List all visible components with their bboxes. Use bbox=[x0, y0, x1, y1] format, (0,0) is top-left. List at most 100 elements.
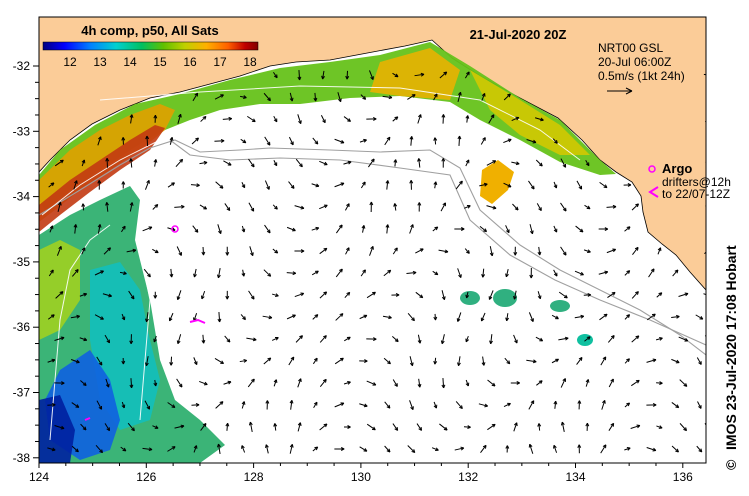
current-arrow bbox=[392, 423, 399, 431]
current-arrow bbox=[80, 423, 87, 431]
current-arrow bbox=[367, 158, 375, 168]
current-arrow bbox=[528, 400, 535, 410]
sst-eddy-yellow bbox=[480, 160, 514, 204]
current-arrow bbox=[248, 421, 253, 433]
current-arrow bbox=[73, 180, 78, 190]
current-arrow bbox=[241, 445, 246, 453]
current-arrow bbox=[265, 400, 270, 410]
current-arrow bbox=[127, 422, 135, 432]
current-arrow bbox=[97, 180, 102, 190]
current-arrow bbox=[478, 403, 489, 408]
current-arrow bbox=[297, 70, 302, 81]
current-arrow bbox=[273, 115, 278, 123]
current-arrow bbox=[271, 336, 279, 341]
current-arrow bbox=[696, 357, 702, 365]
y-tick-label: -35 bbox=[13, 255, 31, 269]
current-arrow bbox=[464, 205, 471, 209]
current-arrow bbox=[574, 270, 584, 276]
current-arrow bbox=[319, 160, 328, 166]
current-arrow bbox=[199, 380, 208, 386]
current-arrow bbox=[169, 136, 174, 145]
current-arrow bbox=[481, 268, 486, 278]
current-arrow bbox=[505, 269, 509, 278]
current-arrow bbox=[73, 224, 78, 234]
current-arrow bbox=[70, 359, 80, 364]
current-arrow bbox=[513, 334, 518, 344]
current-arrow bbox=[272, 204, 278, 210]
current-arrow bbox=[465, 291, 470, 299]
credit-text: IMOS 23-Jul-2020 17:08 Hobart bbox=[723, 245, 739, 450]
current-arrow bbox=[311, 226, 320, 231]
current-arrow bbox=[433, 181, 438, 189]
current-arrow bbox=[454, 446, 465, 451]
current-arrow bbox=[264, 180, 270, 190]
current-arrow bbox=[295, 335, 303, 343]
colorbar: 4h comp, p50, All Sats 12 13 14 15 16 17 18 bbox=[42, 23, 259, 69]
current-arrow bbox=[480, 137, 486, 145]
current-arrow bbox=[121, 225, 126, 233]
current-arrow bbox=[583, 293, 592, 297]
current-arrow bbox=[121, 313, 126, 321]
current-arrow bbox=[671, 402, 680, 409]
current-arrow bbox=[606, 204, 617, 209]
current-arrow bbox=[71, 269, 79, 277]
current-arrow bbox=[241, 401, 246, 409]
arrow-scale-label: 0.5m/s (1kt 24h) bbox=[598, 69, 685, 83]
current-arrow bbox=[96, 400, 103, 410]
current-arrow bbox=[392, 247, 398, 255]
current-arrow bbox=[176, 246, 182, 256]
current-arrow bbox=[528, 443, 534, 454]
current-arrow bbox=[433, 357, 438, 365]
current-arrow bbox=[631, 379, 640, 387]
current-arrow bbox=[126, 248, 137, 253]
colorbar-tick-label: 18 bbox=[243, 55, 257, 69]
current-arrow bbox=[344, 203, 350, 211]
bathymetry-contours bbox=[39, 139, 706, 356]
current-arrow bbox=[536, 380, 543, 386]
current-arrow bbox=[465, 335, 470, 343]
current-arrow bbox=[263, 269, 272, 277]
current-arrow bbox=[319, 291, 328, 299]
current-arrow bbox=[696, 445, 703, 453]
current-arrow bbox=[79, 337, 88, 342]
current-arrow bbox=[679, 379, 688, 387]
current-arrow bbox=[695, 314, 704, 320]
current-arrow bbox=[369, 245, 374, 256]
current-arrow bbox=[409, 356, 414, 367]
current-arrow bbox=[558, 336, 569, 341]
current-arrow bbox=[391, 336, 399, 343]
current-arrow bbox=[511, 116, 520, 122]
date-label: 21-Jul-2020 20Z bbox=[470, 27, 567, 42]
current-arrow bbox=[409, 400, 414, 411]
current-arrow bbox=[142, 226, 153, 232]
current-arrow bbox=[598, 227, 609, 231]
sst-patch-4 bbox=[577, 334, 593, 346]
current-arrow bbox=[382, 315, 392, 320]
current-arrow bbox=[144, 400, 151, 410]
current-arrow bbox=[241, 269, 246, 277]
current-arrow bbox=[103, 247, 111, 255]
current-arrow bbox=[47, 402, 56, 407]
current-arrow bbox=[152, 204, 159, 210]
current-arrow bbox=[121, 401, 126, 409]
current-arrow bbox=[551, 314, 559, 320]
current-arrow bbox=[264, 444, 269, 454]
current-arrow bbox=[319, 204, 328, 210]
current-arrow bbox=[288, 356, 295, 366]
current-arrow bbox=[102, 293, 112, 298]
current-arrow bbox=[263, 357, 272, 365]
current-arrow bbox=[105, 378, 110, 388]
current-arrow bbox=[585, 422, 590, 431]
current-arrow bbox=[144, 356, 149, 367]
current-arrow bbox=[201, 334, 206, 344]
current-arrow bbox=[334, 447, 345, 451]
drifter-track bbox=[84, 417, 91, 421]
current-arrow bbox=[600, 356, 607, 366]
sst-yellowgreen-west bbox=[39, 240, 80, 340]
current-arrow bbox=[655, 336, 663, 341]
current-arrow bbox=[334, 357, 344, 365]
current-arrow bbox=[312, 314, 319, 320]
current-arrow bbox=[169, 268, 174, 278]
drifters-label: drifters@12h bbox=[662, 175, 731, 189]
current-arrow bbox=[81, 159, 86, 167]
